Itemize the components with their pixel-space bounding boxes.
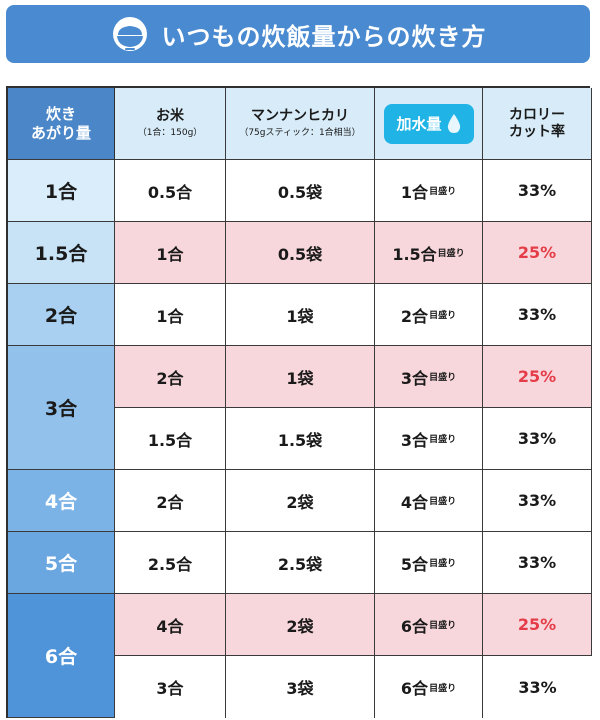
water-amount: 6合	[400, 616, 429, 636]
water-cell: 3合 目盛り	[375, 408, 483, 470]
water-badge: 加水量	[383, 103, 474, 144]
header-cooked-amount: 炊き あがり量	[8, 88, 115, 160]
water-drop-icon	[447, 113, 460, 133]
water-cell: 6合 目盛り	[375, 656, 483, 718]
water-unit: 目盛り	[429, 311, 457, 321]
rice-cell: 1.5合	[115, 408, 226, 470]
rice-cell: 1合	[115, 284, 226, 346]
water-amount: 2合	[400, 306, 429, 326]
water-cell: 6合 目盛り	[375, 594, 483, 656]
rice-bowl-icon	[112, 17, 147, 51]
calorie-cut-cell: 25%	[483, 222, 592, 284]
mannan-cell: 1.5袋	[226, 408, 375, 470]
header-mannan-sub: （75gスティック：1合相当）	[239, 128, 361, 138]
water-cell: 2合 目盛り	[375, 284, 483, 346]
water-amount: 1合	[400, 182, 429, 202]
mannan-cell: 1袋	[226, 284, 375, 346]
mannan-cell: 2袋	[226, 594, 375, 656]
header-calorie-line1: カロリー	[509, 106, 565, 123]
mannan-cell: 2.5袋	[226, 532, 375, 594]
water-unit: 目盛り	[429, 621, 457, 631]
cooked-amount-cell: 6合	[8, 594, 115, 718]
water-amount: 1.5合	[392, 244, 437, 264]
page-title: いつもの炊飯量からの炊き方	[161, 22, 487, 51]
water-unit: 目盛り	[429, 435, 457, 445]
water-cell: 1合 目盛り	[375, 160, 483, 222]
calorie-cut-cell: 33%	[483, 284, 592, 346]
water-amount: 4合	[400, 492, 429, 512]
calorie-cut-cell: 33%	[483, 160, 592, 222]
rice-cell: 2合	[115, 470, 226, 532]
header-rice-sub: （1合：150g）	[137, 128, 203, 138]
rice-cell: 4合	[115, 594, 226, 656]
water-cell: 3合 目盛り	[375, 346, 483, 408]
header-cooked-line2: あがり量	[30, 123, 91, 142]
rice-cell: 2.5合	[115, 532, 226, 594]
cooked-amount-cell: 5合	[8, 532, 115, 594]
calorie-cut-cell: 25%	[483, 594, 592, 656]
water-unit: 目盛り	[429, 187, 457, 197]
header-calorie-line2: カット率	[509, 123, 565, 140]
water-amount: 5合	[400, 554, 429, 574]
cooked-amount-cell: 3合	[8, 346, 115, 470]
water-cell: 5合 目盛り	[375, 532, 483, 594]
header-calorie: カロリー カット率	[483, 88, 592, 160]
water-unit: 目盛り	[429, 559, 457, 569]
header-water: 加水量	[375, 88, 483, 160]
calorie-cut-cell: 33%	[483, 408, 592, 470]
title-banner: いつもの炊飯量からの炊き方	[6, 5, 590, 63]
header-mannan-label: マンナンヒカリ	[251, 108, 349, 125]
water-amount: 3合	[400, 430, 429, 450]
cooked-amount-cell: 4合	[8, 470, 115, 532]
calorie-cut-cell: 33%	[483, 656, 592, 718]
header-rice-label: お米	[156, 108, 184, 125]
mannan-cell: 0.5袋	[226, 222, 375, 284]
cooked-amount-cell: 2合	[8, 284, 115, 346]
water-amount: 6合	[400, 679, 429, 698]
rice-cell: 1合	[115, 222, 226, 284]
water-unit: 目盛り	[429, 373, 457, 383]
cooked-amount-cell: 1合	[8, 160, 115, 222]
mannan-cell: 2袋	[226, 470, 375, 532]
calorie-cut-cell: 33%	[483, 470, 592, 532]
water-cell: 4合 目盛り	[375, 470, 483, 532]
rice-cell: 2合	[115, 346, 226, 408]
mannan-cell: 1袋	[226, 346, 375, 408]
calorie-cut-cell: 25%	[483, 346, 592, 408]
water-amount: 3合	[400, 368, 429, 388]
cooking-table: 炊き あがり量 お米 （1合：150g） マンナンヒカリ （75gスティック：1…	[6, 86, 592, 718]
water-unit: 目盛り	[429, 683, 457, 694]
header-mannan: マンナンヒカリ （75gスティック：1合相当）	[226, 88, 375, 160]
mannan-cell: 3袋	[226, 656, 375, 718]
header-cooked-line1: 炊き	[45, 104, 76, 123]
cooked-amount-cell: 1.5合	[8, 222, 115, 284]
mannan-cell: 0.5袋	[226, 160, 375, 222]
header-rice: お米 （1合：150g）	[115, 88, 226, 160]
header-water-label: 加水量	[396, 114, 442, 133]
water-unit: 目盛り	[437, 249, 465, 259]
water-unit: 目盛り	[429, 497, 457, 507]
water-cell: 1.5合 目盛り	[375, 222, 483, 284]
rice-cell: 3合	[115, 656, 226, 718]
calorie-cut-cell: 33%	[483, 532, 592, 594]
rice-cell: 0.5合	[115, 160, 226, 222]
